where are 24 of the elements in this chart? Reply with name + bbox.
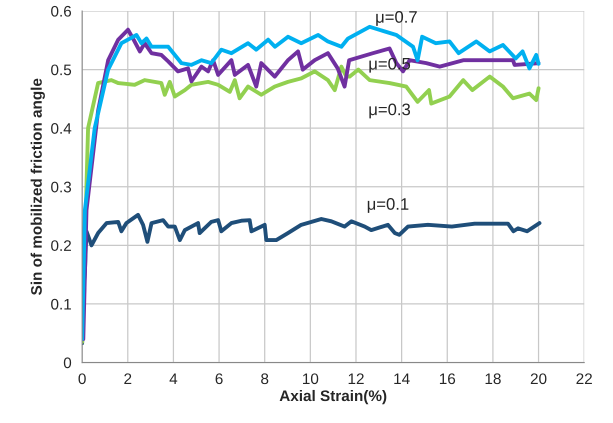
x-tick-label: 6 xyxy=(216,373,223,384)
x-tick-label: 20 xyxy=(530,373,546,384)
x-tick-label: 18 xyxy=(486,373,501,384)
series-label: μ=0.7 xyxy=(376,11,417,26)
series-label: μ=0.1 xyxy=(368,198,408,213)
y-tick-label: 0.5 xyxy=(51,64,72,76)
x-tick-label: 10 xyxy=(303,373,318,384)
x-tick-label: 8 xyxy=(261,373,268,384)
series-label: μ=0.3 xyxy=(369,104,410,118)
x-tick-label: 0 xyxy=(78,373,86,384)
y-tick-label: 0.4 xyxy=(51,123,72,134)
x-tick-label: 4 xyxy=(170,373,178,384)
y-tick-label: 0.2 xyxy=(51,240,71,252)
x-axis-title: Axial Strain(%) xyxy=(280,390,386,404)
y-tick-label: 0 xyxy=(64,357,72,368)
x-tick-label: 14 xyxy=(394,373,410,384)
x-tick-label: 16 xyxy=(440,373,456,384)
y-tick-label: 0.1 xyxy=(51,298,71,310)
y-tick-label: 0.3 xyxy=(51,182,72,192)
y-tick-label: 0.6 xyxy=(51,6,72,17)
y-axis-title: Sin of mobilized friction angle xyxy=(30,78,45,295)
x-tick-label: 12 xyxy=(348,373,364,384)
x-tick-label: 2 xyxy=(124,373,132,384)
x-tick-label: 22 xyxy=(576,373,592,384)
